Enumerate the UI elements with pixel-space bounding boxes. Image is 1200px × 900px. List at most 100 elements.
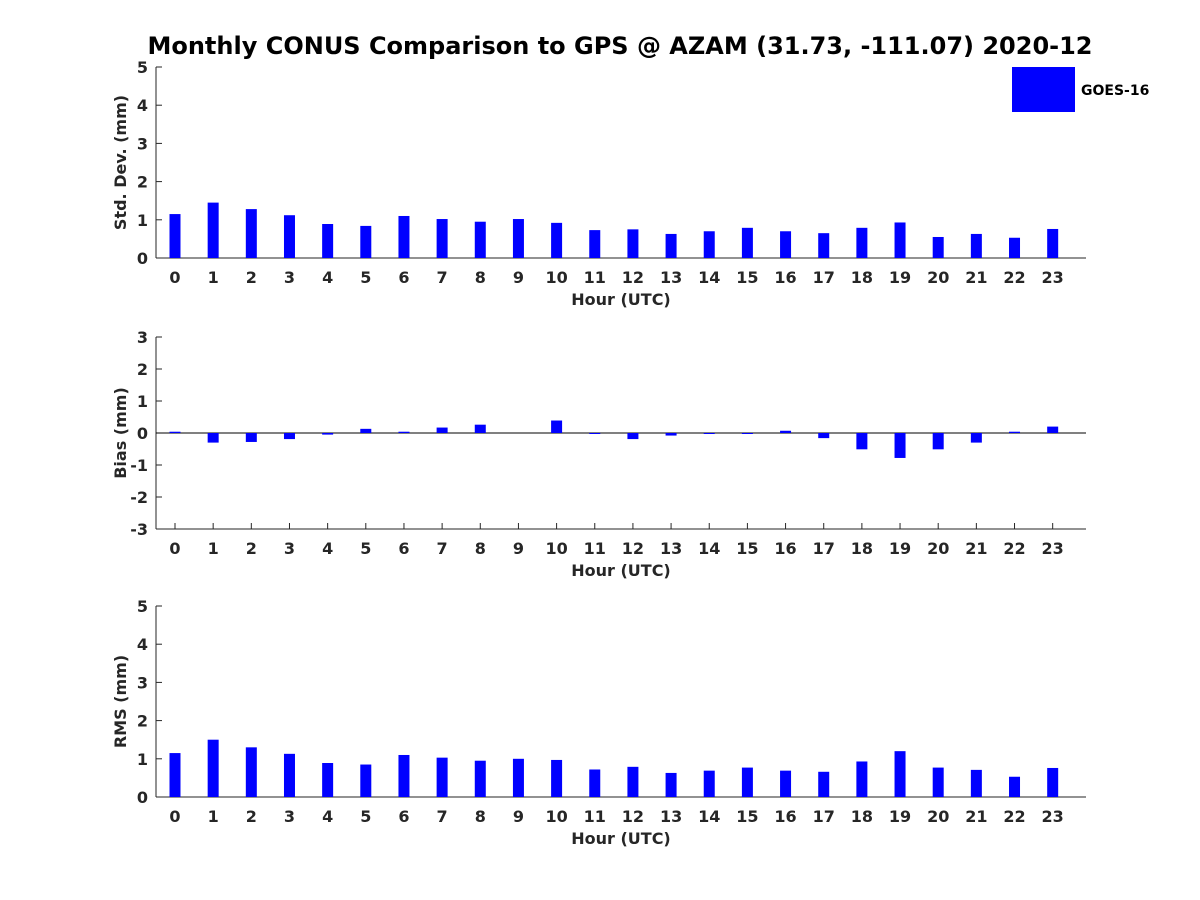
rms-x-tick-label: 22	[1003, 807, 1025, 826]
std-dev-x-tick-label: 2	[246, 268, 257, 287]
rms-bar	[283, 753, 295, 797]
bias-x-axis-label: Hour (UTC)	[571, 561, 671, 580]
bias-y-tick-label: 0	[137, 424, 148, 443]
std-dev-bar	[398, 215, 410, 258]
std-dev-x-tick-label: 22	[1003, 268, 1025, 287]
bias-x-tick-label: 0	[169, 539, 180, 558]
rms-x-tick-label: 10	[545, 807, 567, 826]
std-dev-bar	[627, 229, 639, 258]
bias-x-tick-label: 14	[698, 539, 720, 558]
rms-bar	[970, 769, 982, 797]
std-dev-bar	[322, 224, 334, 258]
bias-x-tick-label: 18	[851, 539, 873, 558]
bias-x-tick-label: 22	[1003, 539, 1025, 558]
std-dev-x-axis-label: Hour (UTC)	[571, 290, 671, 309]
std-dev-x-tick-label: 7	[437, 268, 448, 287]
rms-bar	[436, 757, 448, 797]
std-dev-bar	[436, 219, 448, 258]
bias-x-tick-label: 21	[965, 539, 987, 558]
std-dev-bar	[512, 219, 524, 258]
std-dev-x-tick-label: 4	[322, 268, 333, 287]
figure-title: Monthly CONUS Comparison to GPS @ AZAM (…	[147, 32, 1092, 60]
std-dev-bar	[283, 215, 295, 258]
rms-x-tick-label: 11	[584, 807, 606, 826]
std-dev-bar	[703, 231, 715, 258]
rms-x-tick-label: 6	[398, 807, 409, 826]
std-dev-x-tick-label: 16	[774, 268, 796, 287]
bias-y-tick-label: -3	[130, 520, 148, 539]
bias-y-tick-label: 3	[137, 328, 148, 347]
rms-bar	[360, 764, 372, 797]
std-dev-bar	[970, 233, 982, 258]
rms-bar	[398, 754, 410, 797]
bias-bar	[360, 428, 372, 433]
bias-x-tick-label: 9	[513, 539, 524, 558]
rms-y-tick-label: 3	[137, 673, 148, 692]
rms-x-tick-label: 3	[284, 807, 295, 826]
rms-x-tick-label: 19	[889, 807, 911, 826]
rms-x-tick-label: 14	[698, 807, 720, 826]
rms-x-tick-label: 7	[437, 807, 448, 826]
std-dev-bar	[932, 236, 944, 258]
std-dev-bar	[780, 231, 792, 258]
std-dev-x-tick-label: 14	[698, 268, 720, 287]
bias-bar	[1009, 431, 1021, 433]
rms-bar	[780, 770, 792, 797]
rms-bar	[818, 771, 830, 797]
rms-bar	[856, 761, 868, 797]
rms-bar	[627, 766, 639, 797]
bias-bar	[322, 433, 334, 435]
std-dev-bar	[665, 233, 677, 258]
std-dev-y-tick-label: 4	[137, 96, 148, 115]
bias-bar	[551, 420, 563, 433]
bias-x-tick-label: 1	[208, 539, 219, 558]
rms-bar	[741, 767, 753, 797]
std-dev-x-tick-label: 6	[398, 268, 409, 287]
bias-x-tick-label: 4	[322, 539, 333, 558]
rms-y-tick-label: 0	[137, 788, 148, 807]
rms-x-tick-label: 0	[169, 807, 180, 826]
std-dev-x-tick-label: 19	[889, 268, 911, 287]
std-dev-x-tick-label: 3	[284, 268, 295, 287]
bias-bar	[741, 433, 753, 434]
rms-x-tick-label: 16	[774, 807, 796, 826]
rms-x-tick-label: 5	[360, 807, 371, 826]
std-dev-x-tick-label: 23	[1042, 268, 1064, 287]
rms-bar	[665, 772, 677, 797]
bias-x-tick-label: 17	[813, 539, 835, 558]
std-dev-x-tick-label: 17	[813, 268, 835, 287]
legend-label: GOES-16	[1081, 83, 1149, 99]
bias-bar	[169, 431, 181, 433]
std-dev-x-tick-label: 15	[736, 268, 758, 287]
std-dev-bar	[245, 209, 257, 258]
rms-bar	[551, 759, 563, 797]
rms-bar	[1047, 767, 1059, 797]
bias-x-tick-label: 13	[660, 539, 682, 558]
bias-bar	[436, 427, 448, 433]
std-dev-x-tick-label: 18	[851, 268, 873, 287]
std-dev-x-tick-label: 11	[584, 268, 606, 287]
std-dev-bar	[1047, 228, 1059, 258]
rms-x-tick-label: 17	[813, 807, 835, 826]
std-dev-bar	[360, 225, 372, 258]
rms-x-axis-label: Hour (UTC)	[571, 829, 671, 848]
bias-bar	[589, 433, 601, 434]
std-dev-bar	[818, 233, 830, 258]
bias-bar	[818, 433, 830, 439]
rms-x-tick-label: 9	[513, 807, 524, 826]
rms-bar	[245, 747, 257, 797]
rms-y-axis-label: RMS (mm)	[111, 655, 130, 748]
std-dev-bar	[894, 222, 906, 258]
std-dev-bar	[169, 214, 181, 258]
rms-y-tick-label: 5	[137, 597, 148, 616]
rms-x-tick-label: 8	[475, 807, 486, 826]
rms-x-tick-label: 15	[736, 807, 758, 826]
std-dev-bar	[474, 221, 486, 258]
bias-bar	[894, 433, 906, 458]
std-dev-x-tick-label: 0	[169, 268, 180, 287]
bias-x-tick-label: 8	[475, 539, 486, 558]
bias-x-tick-label: 15	[736, 539, 758, 558]
